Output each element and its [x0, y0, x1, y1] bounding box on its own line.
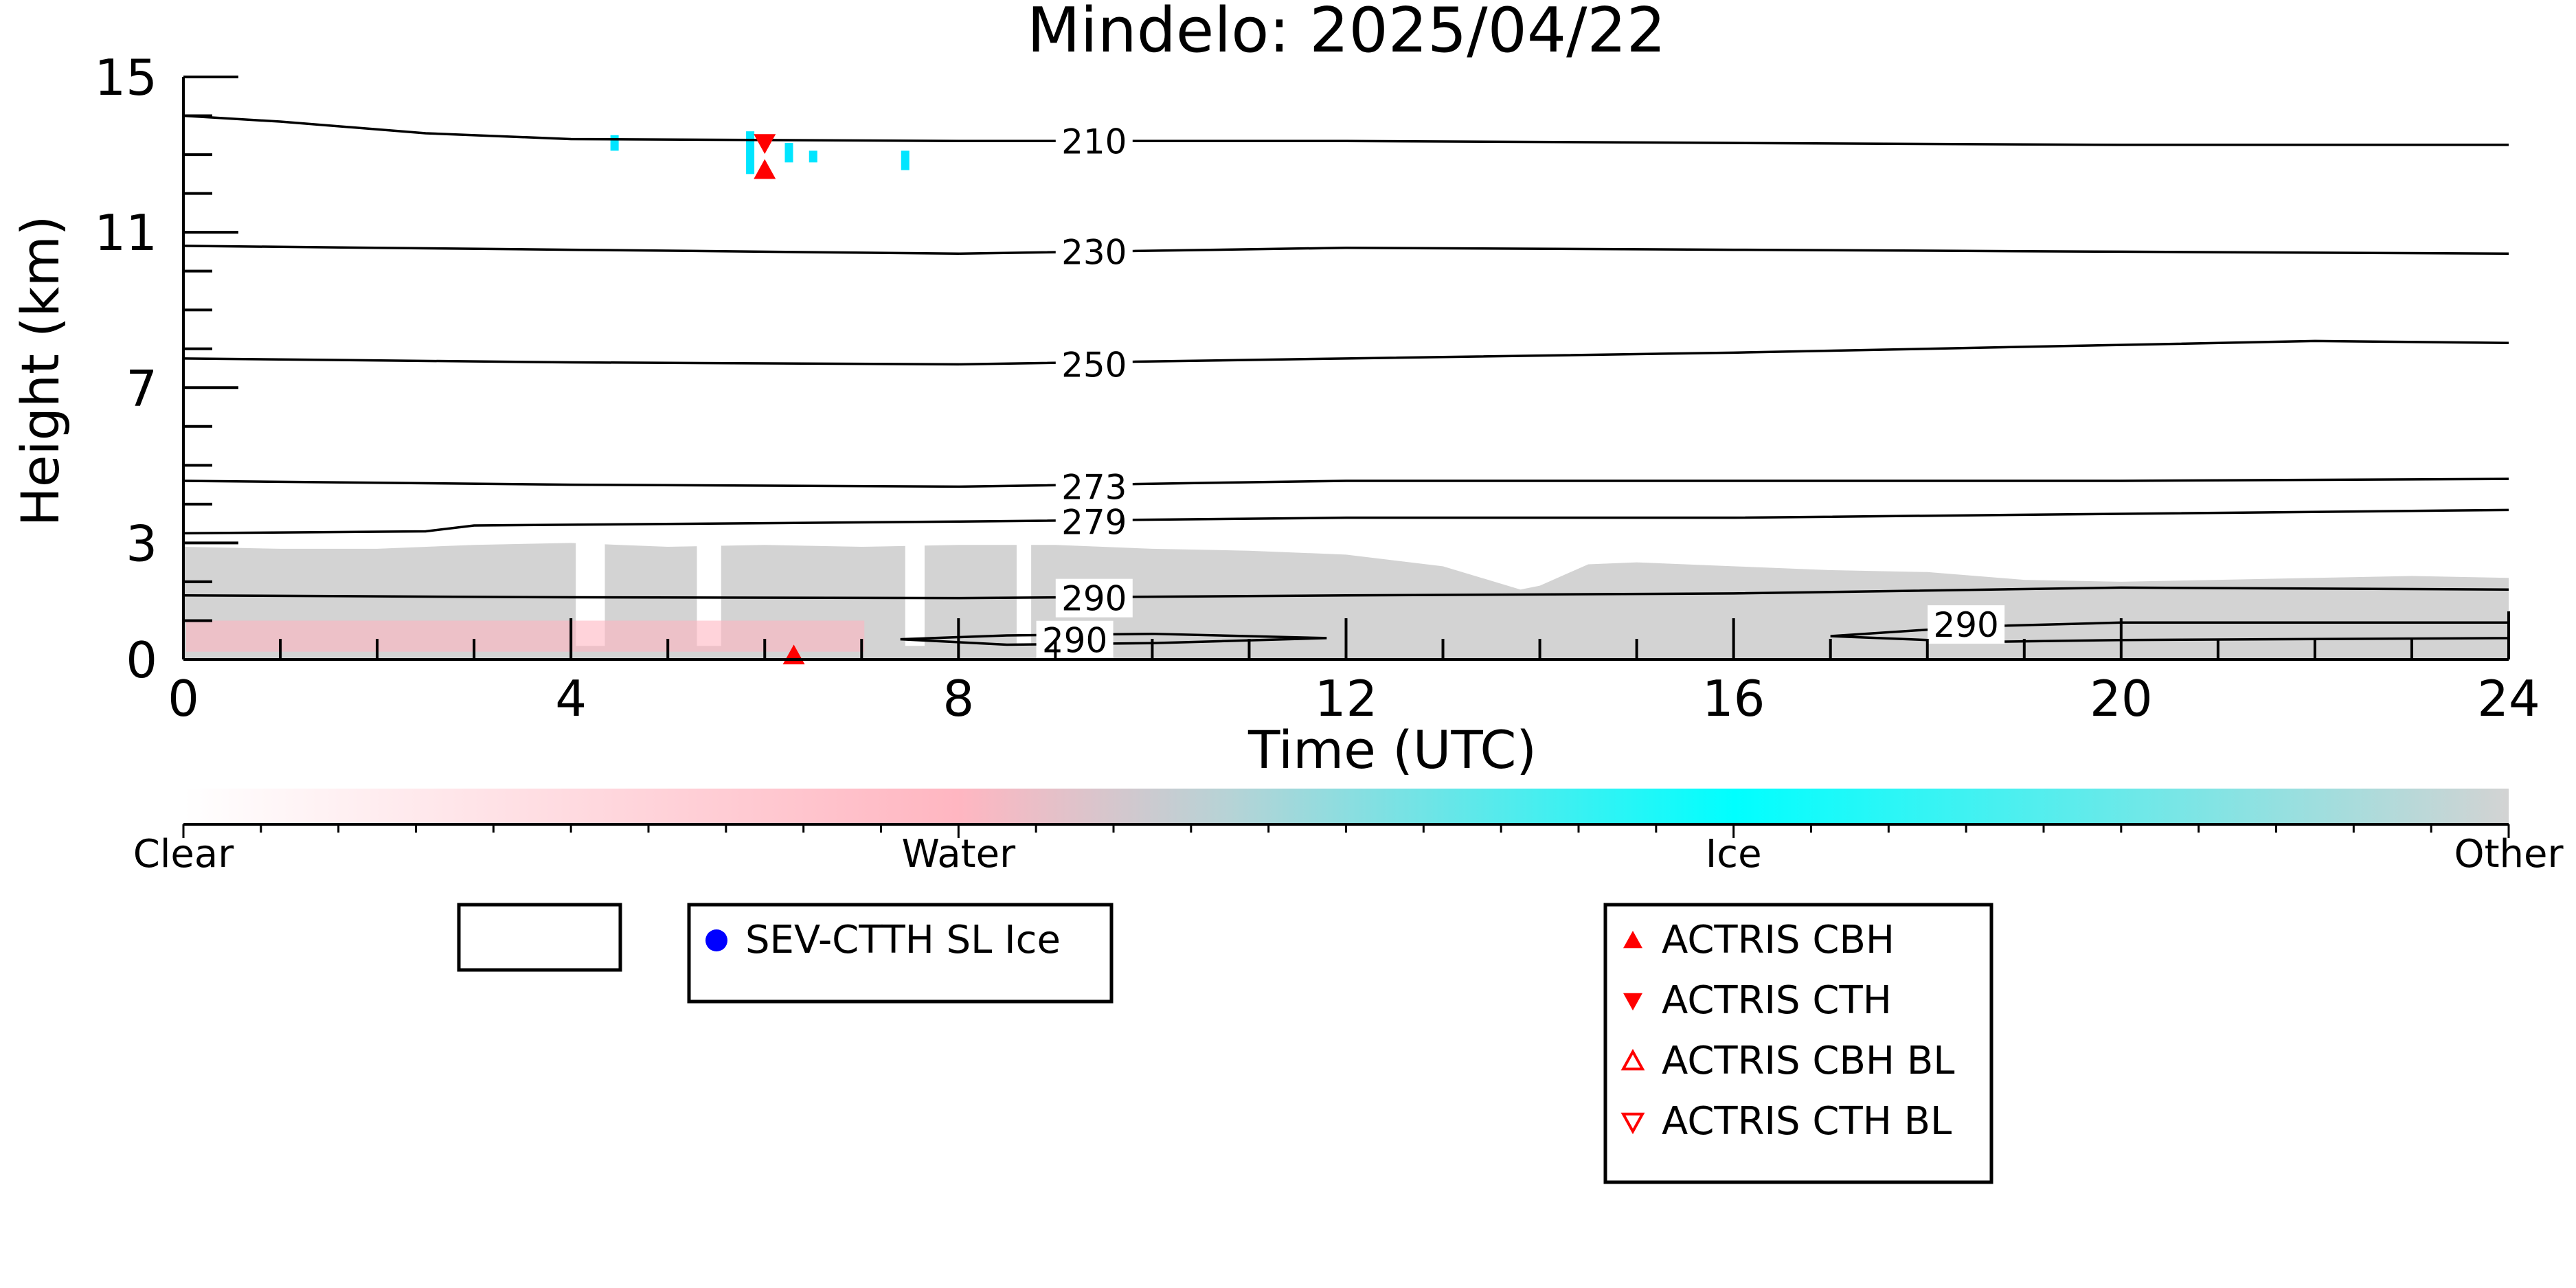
chart-title: Mindelo: 2025/04/22: [1027, 0, 1666, 67]
legend-area: SEV-CTTH SL Ice ACTRIS CBH ACTRIS CTH ACTRI…: [457, 903, 1993, 1184]
contour-label-bg: [1055, 578, 1133, 618]
contour-line: [183, 477, 2509, 488]
x-tick-label: 16: [1702, 670, 1765, 727]
clear-gap: [1016, 543, 1032, 646]
ice-patch: [610, 135, 619, 151]
contour-label: 273: [1061, 467, 1127, 507]
cth-marker: [754, 134, 776, 155]
x-tick-label: 24: [2477, 670, 2540, 727]
contour-label: 290: [1042, 621, 1107, 661]
legend-marker-triangle-up: [1620, 1048, 1645, 1071]
contour-line: [183, 114, 2509, 146]
y-tick-label: 0: [126, 631, 157, 689]
water-region: [186, 620, 865, 652]
contour-label-bg: [1928, 605, 2005, 644]
legend-box: [1603, 903, 1993, 1184]
legend-marker-triangle-down: [1623, 993, 1642, 1010]
colorbar-label: Water: [902, 832, 1017, 877]
closed-contour-line: [900, 632, 1327, 646]
y-tick-label: 3: [126, 515, 157, 572]
colorbar-label: Ice: [1706, 832, 1762, 877]
legend-marker-triangle-down: [1620, 1112, 1645, 1135]
contour-line: [183, 508, 2509, 535]
legend-box: [687, 903, 1114, 1004]
legend-entry-label: SEV-CTTH SL Ice: [745, 918, 1061, 962]
contour-line: [183, 245, 2509, 255]
colorbar-label: Other: [2454, 832, 2564, 877]
colorbar: Clear Water Ice Other: [133, 789, 2564, 877]
contour-label-bg: [1055, 122, 1133, 161]
contour-line: [183, 339, 2509, 366]
ice-patch: [784, 143, 793, 163]
ice-patch: [901, 150, 909, 170]
contour-label-bg: [1055, 345, 1133, 384]
x-tick-label: 4: [555, 670, 587, 727]
colorbar-gradient: [183, 789, 2509, 824]
contour-label: 290: [1933, 605, 1998, 645]
legend-box: [457, 903, 622, 972]
x-tick-label: 12: [1315, 670, 1378, 727]
legend-entry-label: ACTRIS CBH BL: [1662, 1039, 1954, 1083]
ice-patch: [746, 131, 755, 174]
contour-label: 279: [1061, 502, 1127, 542]
contour-label: 230: [1061, 232, 1127, 272]
legend-marker-circle: [705, 929, 727, 951]
contour-label-bg: [1055, 467, 1133, 506]
cbh-marker: [754, 159, 776, 179]
x-tick-label: 8: [942, 670, 974, 727]
contour-label-bg: [1055, 502, 1133, 541]
x-tick-label: 20: [2090, 670, 2153, 727]
y-tick-label: 15: [94, 49, 157, 106]
contour-label-bg: [1036, 620, 1114, 659]
x-tick-label: 0: [168, 670, 199, 727]
contour-label: 290: [1061, 579, 1127, 619]
legend-entry-label: ACTRIS CTH: [1662, 978, 1892, 1023]
y-axis-label: Height (km): [10, 216, 71, 527]
clear-gap: [905, 543, 925, 646]
ice-patch: [809, 150, 817, 163]
y-tick-label: 7: [126, 359, 157, 417]
x-axis-label: Time (UTC): [1247, 719, 1537, 780]
contour-label: 250: [1061, 345, 1127, 385]
contour-label: 210: [1061, 122, 1127, 161]
legend-marker-triangle-up: [1623, 931, 1642, 949]
contour-line: [183, 586, 2509, 600]
colorbar-label: Clear: [133, 832, 234, 877]
legend-entry-label: ACTRIS CTH BL: [1662, 1099, 1952, 1144]
y-tick-label: 11: [94, 204, 157, 262]
contour-label-bg: [1055, 232, 1133, 271]
legend-entry-label: ACTRIS CBH: [1662, 918, 1895, 962]
